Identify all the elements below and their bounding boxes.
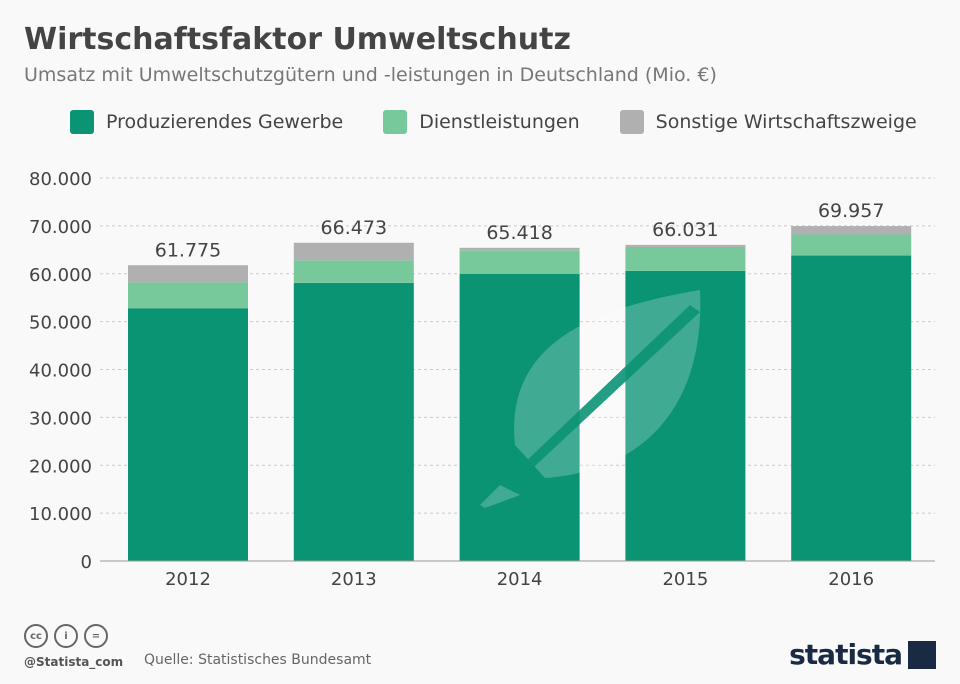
license-icons: cc i = (24, 624, 108, 648)
y-tick-label: 60.000 (29, 265, 92, 286)
source-note: Quelle: Statistisches Bundesamt (144, 652, 372, 668)
leaf-vein-icon (480, 305, 700, 505)
legend-swatch (70, 110, 94, 134)
twitter-handle: @Statista_com (24, 655, 124, 669)
logo-text: statista (789, 638, 903, 671)
legend-label: Dienstleistungen (419, 111, 580, 133)
bar-segment (293, 260, 414, 283)
y-tick-label: 0 (81, 552, 92, 573)
legend-item-sonstige: Sonstige Wirtschaftszweige (619, 110, 917, 134)
nd-icon: = (84, 624, 108, 648)
bar-segment (459, 273, 580, 561)
bar-segment (625, 246, 746, 271)
data-label: 69.957 (818, 200, 884, 222)
x-tick-label: 2012 (165, 569, 211, 590)
bar-segment (791, 226, 912, 235)
bar-segment (459, 247, 580, 251)
bar-segment (791, 255, 912, 561)
data-label: 61.775 (155, 239, 221, 261)
legend-swatch (619, 110, 644, 134)
leaf-stem-icon (480, 485, 520, 508)
x-tick-label: 2015 (662, 569, 708, 590)
data-label: 65.418 (486, 222, 552, 244)
bar-segment (128, 282, 248, 309)
y-tick-label: 70.000 (29, 217, 92, 238)
bar-segment (625, 244, 746, 247)
bar-segment (791, 234, 912, 256)
bar-segment (128, 308, 248, 561)
x-tick-label: 2016 (828, 569, 874, 590)
logo-mark-icon (908, 640, 936, 669)
legend-label: Produzierendes Gewerbe (106, 111, 344, 133)
y-tick-label: 80.000 (29, 169, 92, 190)
y-tick-label: 10.000 (29, 504, 92, 525)
data-label: 66.473 (321, 217, 387, 239)
chart-subtitle: Umsatz mit Umweltschutzgütern und -leist… (24, 64, 717, 86)
bar-segment (459, 250, 580, 274)
legend-label: Sonstige Wirtschaftszweige (655, 111, 917, 133)
data-label: 66.031 (652, 219, 718, 241)
legend-item-produzierendes: Produzierendes Gewerbe (70, 110, 343, 134)
legend: Produzierendes Gewerbe Dienstleistungen … (70, 110, 917, 134)
bar-segment (128, 265, 248, 283)
by-icon: i (54, 624, 78, 648)
y-tick-label: 40.000 (29, 361, 92, 382)
legend-item-dienstleistungen: Dienstleistungen (383, 110, 580, 134)
y-tick-label: 20.000 (29, 456, 92, 477)
bar-segment (293, 242, 414, 261)
statista-logo: statista (789, 638, 936, 671)
chart-title: Wirtschaftsfaktor Umweltschutz (24, 22, 571, 57)
x-tick-label: 2014 (497, 569, 543, 590)
bar-segment (293, 282, 414, 561)
legend-swatch (383, 110, 408, 134)
cc-icon: cc (24, 624, 48, 648)
x-tick-label: 2013 (331, 569, 377, 590)
y-tick-label: 50.000 (29, 313, 92, 334)
y-tick-label: 30.000 (29, 408, 92, 429)
